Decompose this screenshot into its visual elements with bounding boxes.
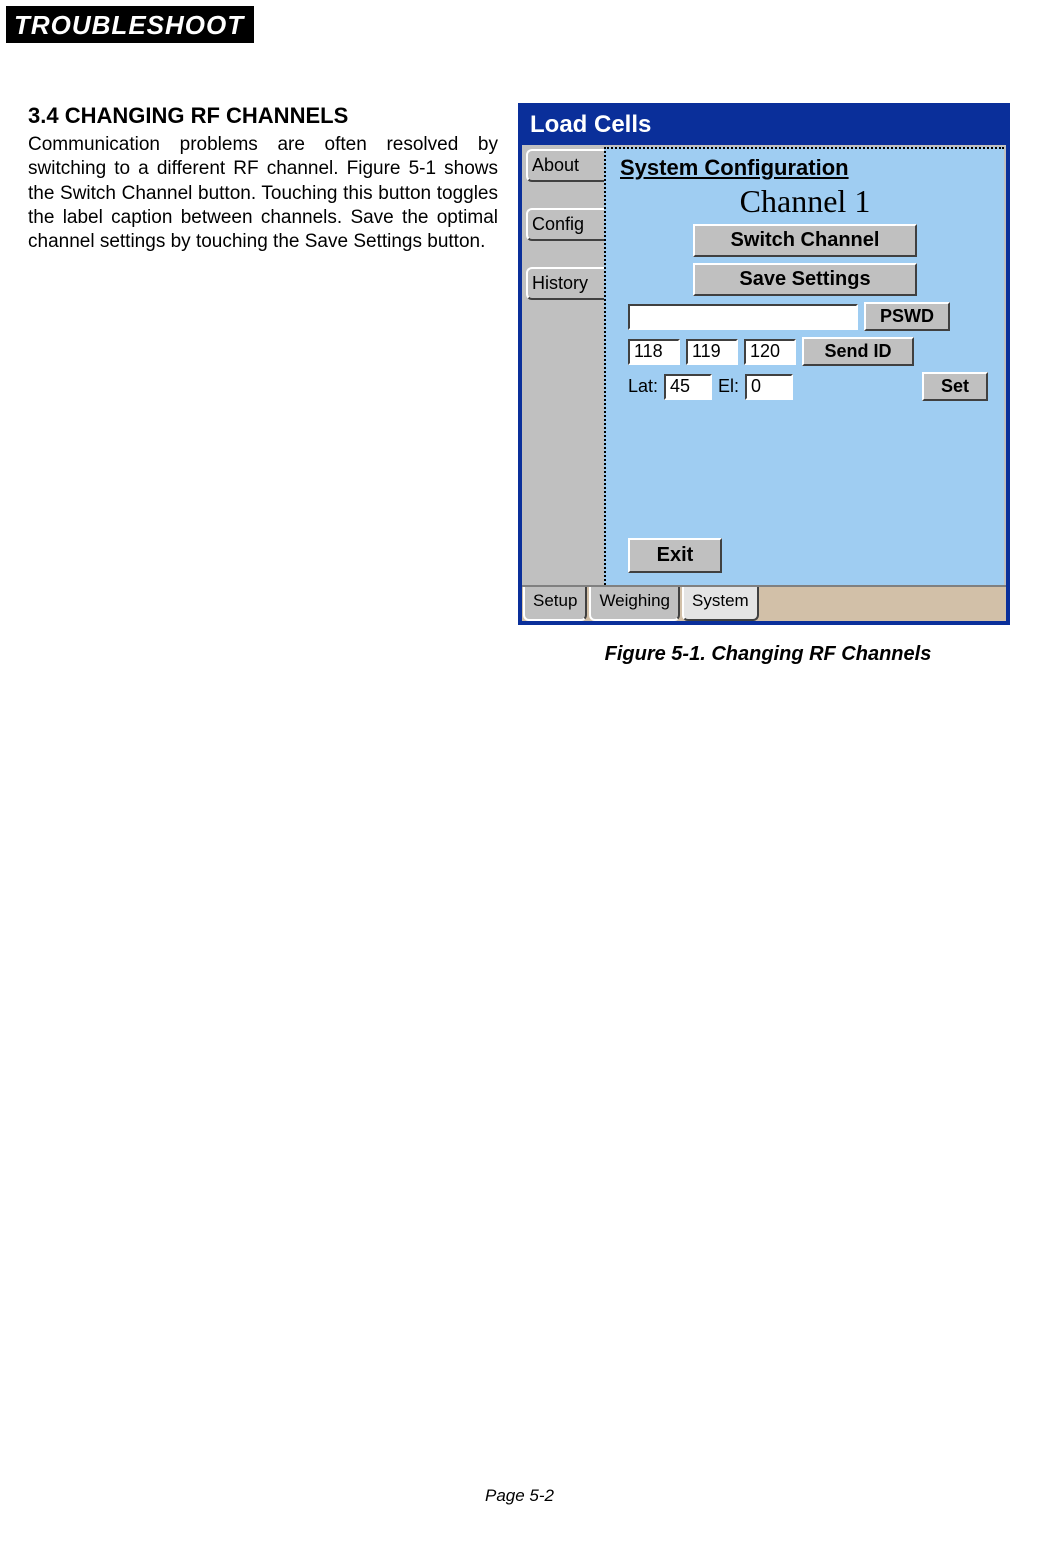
lat-label: Lat: xyxy=(628,376,658,397)
app-window: Load Cells About Config History System C… xyxy=(518,103,1010,625)
exit-button[interactable]: Exit xyxy=(628,538,722,573)
pswd-row: PSWD xyxy=(628,302,996,331)
page-number: Page 5-2 xyxy=(0,1486,1039,1526)
text-column: 3.4 CHANGING RF CHANNELS Communication p… xyxy=(28,103,518,255)
side-tab-history[interactable]: History xyxy=(526,267,604,300)
id-field-2[interactable]: 119 xyxy=(686,339,738,365)
latel-row: Lat: 45 El: 0 Set xyxy=(628,372,996,401)
el-input[interactable]: 0 xyxy=(745,374,793,400)
figure-caption: Figure 5-1. Changing RF Channels xyxy=(518,643,1018,666)
channel-label: Channel 1 xyxy=(614,183,996,220)
switch-channel-button[interactable]: Switch Channel xyxy=(693,224,917,257)
main-panel: System Configuration Channel 1 Switch Ch… xyxy=(604,147,1004,585)
id-field-1[interactable]: 118 xyxy=(628,339,680,365)
side-tab-config[interactable]: Config xyxy=(526,208,604,241)
figure-column: Load Cells About Config History System C… xyxy=(518,103,1018,666)
pswd-button[interactable]: PSWD xyxy=(864,302,950,331)
id-field-3[interactable]: 120 xyxy=(744,339,796,365)
lat-input[interactable]: 45 xyxy=(664,374,712,400)
bottom-tab-weighing[interactable]: Weighing xyxy=(589,587,680,621)
side-tab-about[interactable]: About xyxy=(526,149,604,182)
content-area: 3.4 CHANGING RF CHANNELS Communication p… xyxy=(0,43,1039,666)
section-body: Communication problems are often resolve… xyxy=(28,133,498,255)
bottom-tabs: Setup Weighing System xyxy=(522,585,1006,621)
el-label: El: xyxy=(718,376,739,397)
bottom-tab-system[interactable]: System xyxy=(682,587,759,621)
pswd-input[interactable] xyxy=(628,304,858,330)
id-row: 118 119 120 Send ID xyxy=(628,337,996,366)
set-button[interactable]: Set xyxy=(922,372,988,401)
page-header: TROUBLESHOOT xyxy=(6,6,254,43)
side-tabs: About Config History xyxy=(522,145,604,585)
save-settings-button[interactable]: Save Settings xyxy=(693,263,917,296)
app-body: About Config History System Configuratio… xyxy=(522,145,1006,585)
app-titlebar: Load Cells xyxy=(522,107,1006,145)
send-id-button[interactable]: Send ID xyxy=(802,337,914,366)
section-title: 3.4 CHANGING RF CHANNELS xyxy=(28,103,498,129)
bottom-tab-setup[interactable]: Setup xyxy=(523,587,587,621)
panel-title: System Configuration xyxy=(620,155,996,181)
